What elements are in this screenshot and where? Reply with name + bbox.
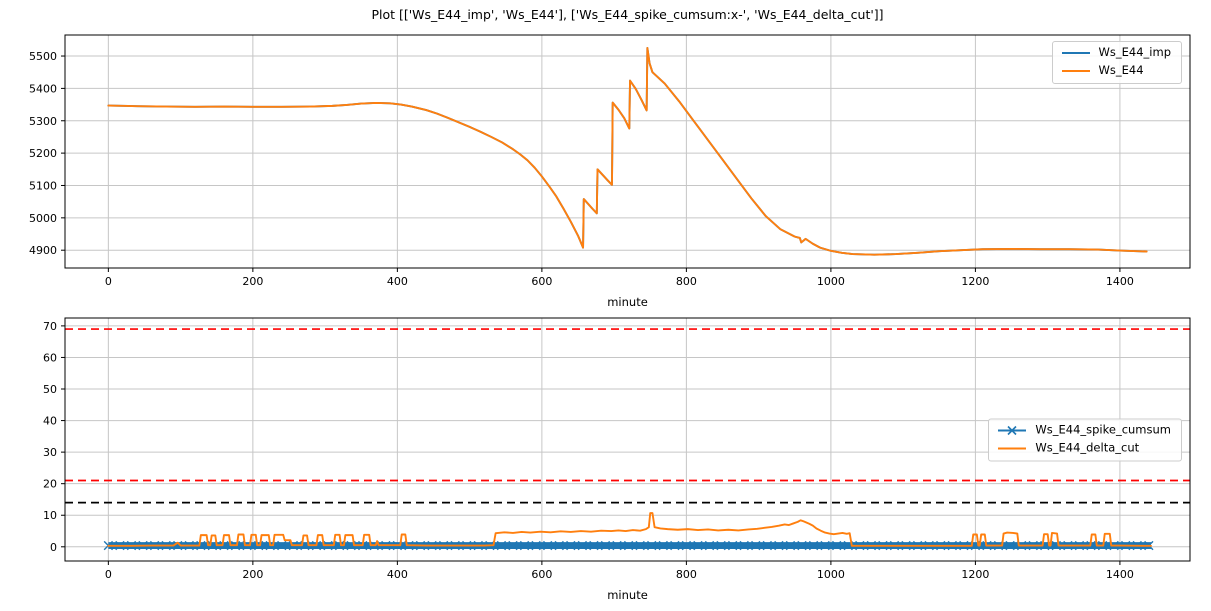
x-tick-label: 1000 [817,568,845,581]
series-line-Ws_E44_imp [107,46,1148,256]
x-marker [612,540,622,551]
legend-label: Ws_E44_imp [1098,45,1171,60]
x-marker [808,540,819,551]
x-marker [219,540,229,551]
axes-frame [64,34,1191,269]
x-marker [566,540,576,551]
x-marker [647,540,657,551]
x-marker [1040,540,1050,551]
legend-item: Ws_E44_imp [1061,47,1171,59]
y-tick-label: 50 [43,383,57,396]
x-marker [670,540,680,551]
x-tick-label: 0 [105,568,112,581]
legend-item: Ws_E44_delta_cut [997,442,1171,454]
x-tick-label: 400 [387,275,408,288]
x-marker [681,540,692,551]
x-tick-label: 1200 [961,568,989,581]
x-marker [716,540,726,551]
y-tick-label: 5200 [29,147,57,160]
y-tick-label: 10 [43,509,57,522]
x-marker [635,540,645,551]
y-tick-label: 20 [43,478,57,491]
x-marker [519,540,530,551]
axes-frame [64,317,1191,562]
x-marker [542,540,553,551]
x-marker [623,540,634,551]
legend-item: Ws_E44_spike_cumsum [997,424,1171,436]
x-marker [577,540,588,551]
legend-line-sample [998,447,1027,449]
x-marker [704,540,715,551]
top-legend: Ws_E44_imp Ws_E44 [1051,41,1182,84]
legend-label: Ws_E44 [1098,63,1144,78]
x-marker [739,540,749,551]
x-marker [496,540,507,551]
x-tick-label: 1000 [817,275,845,288]
x-marker [831,540,842,551]
x-tick-label: 0 [105,275,112,288]
x-tick-label: 1400 [1106,275,1134,288]
x-marker [693,540,703,551]
x-marker [751,540,761,551]
y-tick-label: 0 [50,541,57,554]
x-tick-label: 800 [676,568,697,581]
y-tick-label: 5400 [29,82,57,95]
x-tick-label: 200 [242,568,263,581]
x-marker [785,540,796,551]
x-marker [1005,540,1015,551]
x-marker [531,540,541,551]
y-tick-label: 5500 [29,50,57,63]
x-marker [589,540,599,551]
top-subplot: 0 200 400 600 800 1000 1200 1400 4900 5000 5100 520… [29,34,1191,309]
x-marker [334,540,345,551]
x-marker [277,540,287,551]
y-tick-label: 4900 [29,244,57,257]
legend-label: Ws_E44_delta_cut [1035,440,1140,455]
bottom-x-axis-label: minute [607,588,648,602]
y-tick-label: 5300 [29,115,57,128]
legend-x-marker [1007,425,1017,435]
x-marker [820,540,830,551]
x-marker [207,540,218,551]
series-line-Ws_E44_delta_cut [107,512,1152,547]
legend-item: Ws_E44 [1061,65,1171,77]
legend-line-sample [1061,52,1090,54]
x-tick-label: 200 [242,275,263,288]
x-marker [658,540,668,551]
x-marker [173,540,183,551]
figure-title: Plot [['Ws_E44_imp', 'Ws_E44'], ['Ws_E44… [371,7,884,22]
x-tick-label: 1200 [961,275,989,288]
x-tick-label: 400 [387,568,408,581]
y-tick-label: 5100 [29,179,57,192]
x-tick-label: 800 [676,275,697,288]
x-tick-label: 1400 [1106,568,1134,581]
y-tick-label: 70 [43,320,57,333]
top-plot-canvas: 0 200 400 600 800 1000 1200 1400 4900 5000 5100 520… [29,34,1191,288]
y-tick-label: 30 [43,446,57,459]
legend-line-sample [998,425,1027,435]
x-marker [797,540,807,551]
x-marker [1051,540,1062,551]
series-line-Ws_E44 [107,46,1148,256]
y-tick-label: 5000 [29,212,57,225]
y-tick-label: 60 [43,351,57,364]
x-tick-label: 600 [531,275,552,288]
bottom-subplot: 0 200 400 600 800 1000 1200 1400 0 10 20 30 40 50 60 70… [43,317,1191,602]
x-marker [508,540,518,551]
x-marker [762,540,773,551]
y-tick-label: 40 [43,415,57,428]
legend-label: Ws_E44_spike_cumsum [1035,422,1171,437]
x-tick-label: 600 [531,568,552,581]
legend-line-sample [1061,70,1090,72]
x-marker [727,540,738,551]
bottom-legend: Ws_E44_spike_cumsum Ws_E44_delta_cut [988,418,1182,461]
x-marker [196,540,206,551]
x-marker [774,540,784,551]
x-marker [600,540,611,551]
x-marker [554,540,564,551]
top-x-axis-label: minute [607,295,648,309]
